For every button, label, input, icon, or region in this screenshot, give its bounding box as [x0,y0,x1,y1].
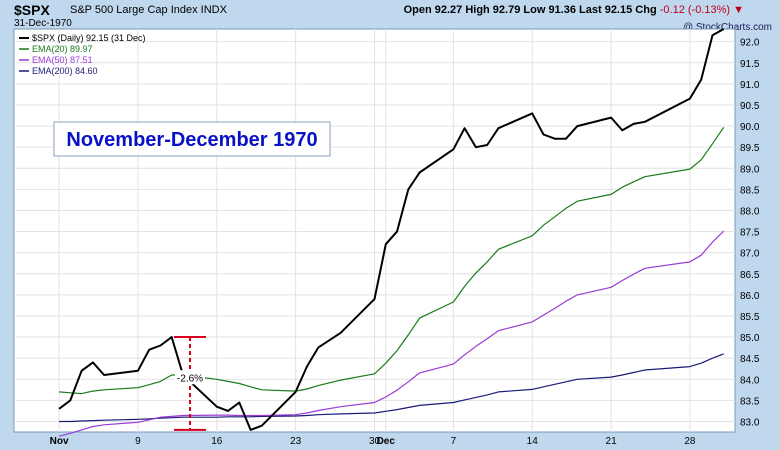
change-value: -0.12 (-0.13%) [659,4,731,16]
y-tick-label: 85.0 [740,333,760,344]
legend-item-ema50: EMA(50) 87.51 [32,55,93,65]
y-axis: 83.0 83.5 84.0 84.5 85.0 85.5 86.0 86.5 87.0 87.5… [740,38,760,429]
ema50-line [58,230,725,437]
y-tick-label: 91.5 [740,59,760,70]
title-box [53,121,331,157]
y-tick-label: 92.0 [740,38,760,49]
y-tick-label: 88.5 [740,185,760,196]
legend-item-ema200: EMA(200) 84.60 [32,66,98,76]
x-tick-label: 28 [684,436,696,447]
y-tick-label: 89.5 [740,143,760,154]
y-tick-label: 87.5 [740,228,760,239]
y-tick-label: 90.5 [740,101,760,112]
gridlines [14,29,735,432]
x-tick-label: 16 [211,436,223,447]
legend-item-ema20: EMA(20) 89.97 [32,44,93,54]
y-tick-label: 84.0 [740,375,760,386]
x-tick-label: 9 [135,436,141,447]
legend-item-price: $SPX (Daily) 92.15 (31 Dec) [32,33,146,43]
y-tick-label: 89.0 [740,164,760,175]
watermark: @ StockCharts.com [682,22,772,33]
y-tick-label: 88.0 [740,206,760,217]
y-tick-label: 87.0 [740,249,760,260]
x-tick-label: 21 [606,436,618,447]
x-tick-label: 7 [451,436,457,447]
x-tick-label: Dec [377,436,396,447]
pct-annotation: -2.6% [173,336,206,431]
y-tick-label: 86.0 [740,291,760,302]
y-tick-label: 90.0 [740,122,760,133]
series-lines [58,28,725,437]
x-tick-label: Nov [50,436,69,447]
annotation-label-bg [174,370,205,385]
chart-date: 31-Dec-1970 [14,18,72,29]
quote-summary: Open 92.27 High 92.79 Low 91.36 Last 92.… [404,4,744,16]
ema20-line [59,126,725,395]
x-tick-label: 14 [527,436,539,447]
y-tick-label: 83.5 [740,396,760,407]
y-tick-label: 91.0 [740,80,760,91]
x-tick-label: 23 [290,436,302,447]
index-name: S&P 500 Large Cap Index INDX [70,4,227,16]
ticker-symbol: $SPX [14,2,50,18]
annotation-label: -2.6% [177,373,203,384]
x-tick-label: 30 [369,436,381,447]
y-tick-label: 86.5 [740,270,760,281]
down-arrow-icon: ▼ [733,4,744,16]
quote-values: Open 92.27 High 92.79 Low 91.36 Last 92.… [403,4,660,16]
y-tick-label: 84.5 [740,354,760,365]
y-tick-label: 83.0 [740,417,760,428]
chart-title: November-December 1970 [66,129,317,151]
price-line [58,28,725,431]
y-tick-label: 85.5 [740,312,760,323]
chart-header: $SPX S&P 500 Large Cap Index INDX 31-Dec… [0,0,780,36]
chart-title-box: November-December 1970 [53,121,331,157]
legend: $SPX (Daily) 92.15 (31 Dec)EMA(20) 89.97… [19,33,146,76]
